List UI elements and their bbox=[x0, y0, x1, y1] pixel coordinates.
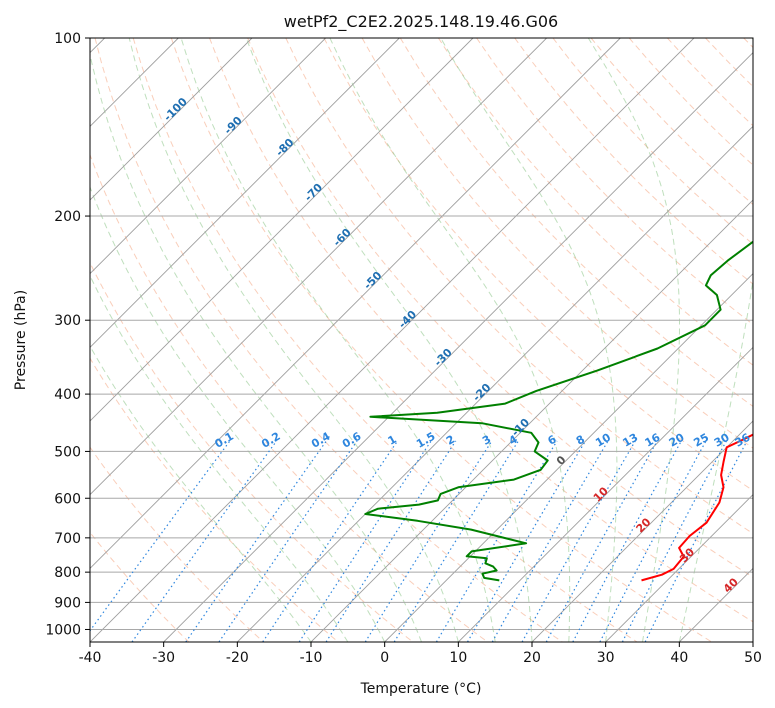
mixing-ratio-line bbox=[131, 440, 278, 642]
moist-adiabat bbox=[329, 38, 571, 642]
plot-area bbox=[90, 38, 753, 642]
profile-layer bbox=[364, 240, 753, 582]
moist-adiabat bbox=[678, 38, 753, 642]
mixing-ratio-line bbox=[393, 440, 519, 642]
mixing-ratio-line bbox=[621, 440, 727, 642]
moist-adiabat bbox=[90, 274, 349, 642]
y-tick-label: 600 bbox=[54, 491, 81, 507]
isotherm-line bbox=[90, 38, 621, 569]
isotherm-line bbox=[531, 420, 753, 642]
y-tick-label: 1000 bbox=[45, 622, 81, 638]
isotherm-line bbox=[90, 38, 695, 642]
isotherm-line bbox=[458, 346, 753, 642]
isotherm-line bbox=[310, 199, 753, 642]
x-tick-label: -20 bbox=[226, 650, 249, 666]
y-tick-label: 400 bbox=[54, 387, 81, 403]
plot-frame bbox=[89, 37, 754, 643]
grid-layer bbox=[90, 38, 753, 642]
isotherm-line bbox=[90, 38, 253, 201]
x-tick-label: 10 bbox=[449, 650, 467, 666]
y-tick-label: 800 bbox=[54, 565, 81, 581]
isotherm-line bbox=[90, 38, 547, 496]
mixing-ratio-line bbox=[521, 440, 636, 642]
mixing-ratio-line bbox=[435, 440, 558, 642]
temperature-profile bbox=[641, 433, 753, 582]
mixing-ratio-line bbox=[298, 440, 432, 642]
x-tick-label: 0 bbox=[380, 650, 389, 666]
dry-adiabat bbox=[361, 38, 753, 449]
mixing-ratio-line bbox=[644, 440, 748, 642]
moist-adiabat bbox=[90, 185, 386, 642]
dry-adiabat bbox=[323, 38, 753, 492]
mixing-ratio-line bbox=[262, 440, 399, 642]
moist-adiabat bbox=[90, 51, 422, 642]
moist-adiabat bbox=[440, 38, 618, 642]
dry-adiabat bbox=[170, 38, 713, 642]
x-axis-label: Temperature (°C) bbox=[360, 681, 482, 697]
dry-adiabat bbox=[90, 153, 489, 642]
x-tick-label: 20 bbox=[523, 650, 541, 666]
y-tick-label: 500 bbox=[54, 444, 81, 460]
isotherm-line bbox=[90, 38, 326, 275]
y-tick-label: 100 bbox=[54, 31, 81, 47]
chart-title: wetPf2_C2E2.2025.148.19.46.G06 bbox=[284, 12, 558, 32]
x-tick-label: 40 bbox=[670, 650, 688, 666]
dry-adiabat bbox=[90, 531, 190, 642]
mixing-ratio-line bbox=[491, 440, 609, 642]
mixing-ratio-line bbox=[599, 440, 707, 642]
isotherm-line bbox=[237, 125, 753, 642]
isotherm-line bbox=[163, 52, 753, 642]
isotherm-line bbox=[384, 273, 753, 642]
x-tick-label: 50 bbox=[744, 650, 762, 666]
y-tick-label: 300 bbox=[54, 313, 81, 329]
x-tick-label: -10 bbox=[300, 650, 323, 666]
y-tick-label: 200 bbox=[54, 209, 81, 225]
dewpoint-profile bbox=[364, 240, 753, 582]
moist-adiabat bbox=[245, 38, 533, 642]
tick-layer: -40 -30 -20 -10 0 10 20 30 40 50 100 200 300 400 500 60… bbox=[45, 31, 762, 666]
mixing-ratio-line bbox=[545, 440, 658, 642]
y-tick-label: 900 bbox=[54, 595, 81, 611]
x-tick-label: -30 bbox=[152, 650, 175, 666]
moist-adiabat bbox=[180, 38, 496, 642]
isotherm-line bbox=[90, 38, 400, 348]
y-axis-label: Pressure (hPa) bbox=[13, 290, 29, 390]
moist-adiabat bbox=[587, 38, 680, 642]
mixing-ratio-line bbox=[364, 440, 493, 642]
x-tick-label: -40 bbox=[79, 650, 102, 666]
x-tick-label: 30 bbox=[597, 650, 615, 666]
moist-adiabat bbox=[128, 38, 459, 642]
y-tick-label: 700 bbox=[54, 531, 81, 547]
mixing-ratio-line bbox=[572, 440, 682, 642]
isotherm-line bbox=[605, 494, 753, 642]
isotherm-line bbox=[90, 38, 474, 422]
mixing-ratio-line bbox=[466, 440, 587, 642]
